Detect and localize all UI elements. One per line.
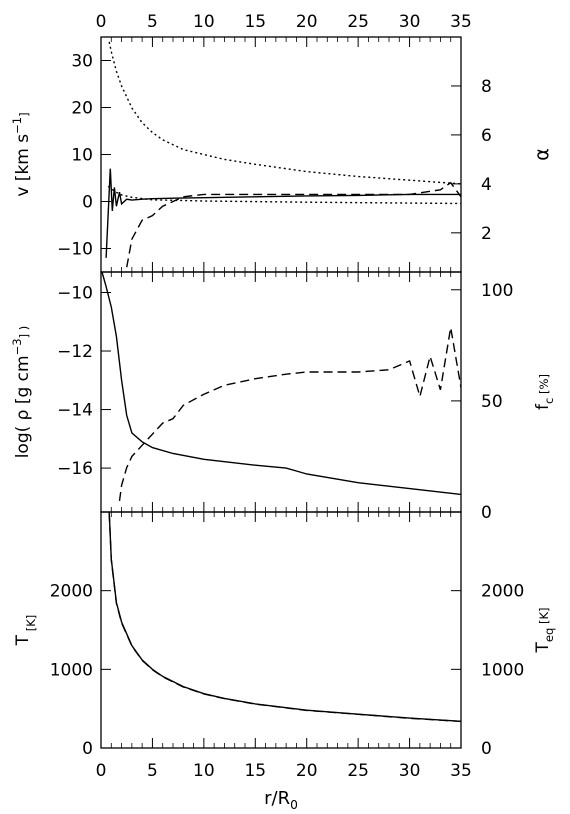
panel-top: −10 0 10 20 30 2 4 6 8 xyxy=(57,36,492,273)
y-tick-label-right: 0 xyxy=(481,503,492,523)
x-tick-label-bottom: 5 xyxy=(147,761,158,781)
y-tick-label-left: −14 xyxy=(57,401,93,421)
y-tick-label-left: 1000 xyxy=(50,660,93,680)
y-tick-label-left: 0 xyxy=(82,739,93,759)
x-tick-label-top: 15 xyxy=(244,12,266,32)
x-tick-label-bottom: 20 xyxy=(296,761,318,781)
y-axis-label-left-middle: log( ρ [g cm−3] ) xyxy=(10,326,33,459)
panel-middle: −16 −14 −12 −10 0 50 100 xyxy=(57,271,513,523)
panel-frame xyxy=(100,271,462,513)
x-tick-label-bottom: 10 xyxy=(193,761,215,781)
y-tick-label-right: 0 xyxy=(481,739,492,759)
y-tick-label-right: 2000 xyxy=(481,582,524,602)
series-middle-dashed-1 xyxy=(118,327,461,501)
y-axis-label-left-top: v [km s−1] xyxy=(10,112,33,196)
y-tick-label-left: 0 xyxy=(82,193,93,213)
y-tick-label-left: −10 xyxy=(57,240,93,260)
y-tick-label-left: −10 xyxy=(57,283,93,303)
y-tick-label-left: 30 xyxy=(71,52,93,72)
x-tick-label-top: 5 xyxy=(147,12,158,32)
series-bottom-solid-0 xyxy=(108,512,461,722)
y-tick-label-left: 20 xyxy=(71,99,93,119)
y-axis-label-right-top: α xyxy=(531,148,553,161)
y-axis-label-right-middle: fc [%] xyxy=(533,374,556,410)
x-axis-label: r/R0 xyxy=(264,788,298,812)
x-tick-label-top: 35 xyxy=(450,12,472,32)
x-tick-label-bottom: 35 xyxy=(450,761,472,781)
series-top-solid-0 xyxy=(105,168,461,258)
x-tick-label-top: 30 xyxy=(399,12,421,32)
y-tick-label-right: 50 xyxy=(481,392,503,412)
y-tick-label-left: −12 xyxy=(57,342,93,362)
series-top-dashed-1 xyxy=(126,181,461,268)
x-tick-label-bottom: 0 xyxy=(96,761,107,781)
y-tick-label-right: 2 xyxy=(481,224,492,244)
series-middle-solid-0 xyxy=(101,272,461,496)
x-tick-label-top: 25 xyxy=(347,12,369,32)
x-tick-label-top: 10 xyxy=(193,12,215,32)
x-tick-label-top: 0 xyxy=(96,12,107,32)
panel-bottom: 0 1000 2000 0 1000 2000 xyxy=(50,511,524,759)
y-tick-label-right: 4 xyxy=(481,175,492,195)
series-top-dotted-2 xyxy=(108,41,461,185)
y-tick-label-right: 8 xyxy=(481,77,492,97)
x-tick-label-bottom: 30 xyxy=(399,761,421,781)
y-tick-label-right: 1000 xyxy=(481,660,524,680)
series-top-dotted-3 xyxy=(107,185,461,205)
x-tick-label-bottom: 15 xyxy=(244,761,266,781)
panel-frame xyxy=(100,511,462,749)
panel-frame xyxy=(100,36,462,273)
x-tick-label-bottom: 25 xyxy=(347,761,369,781)
y-tick-label-left: −16 xyxy=(57,459,93,479)
y-tick-label-right: 6 xyxy=(481,126,492,146)
y-axis-label-right-bottom: Teq [K] xyxy=(533,607,556,653)
series-bottom-dashed-1 xyxy=(108,512,461,723)
y-axis-label-left-bottom: T [K] xyxy=(13,615,38,647)
x-tick-label-top: 20 xyxy=(296,12,318,32)
y-tick-label-left: 2000 xyxy=(50,582,93,602)
y-tick-label-left: 10 xyxy=(71,146,93,166)
y-tick-label-right: 100 xyxy=(481,281,513,301)
